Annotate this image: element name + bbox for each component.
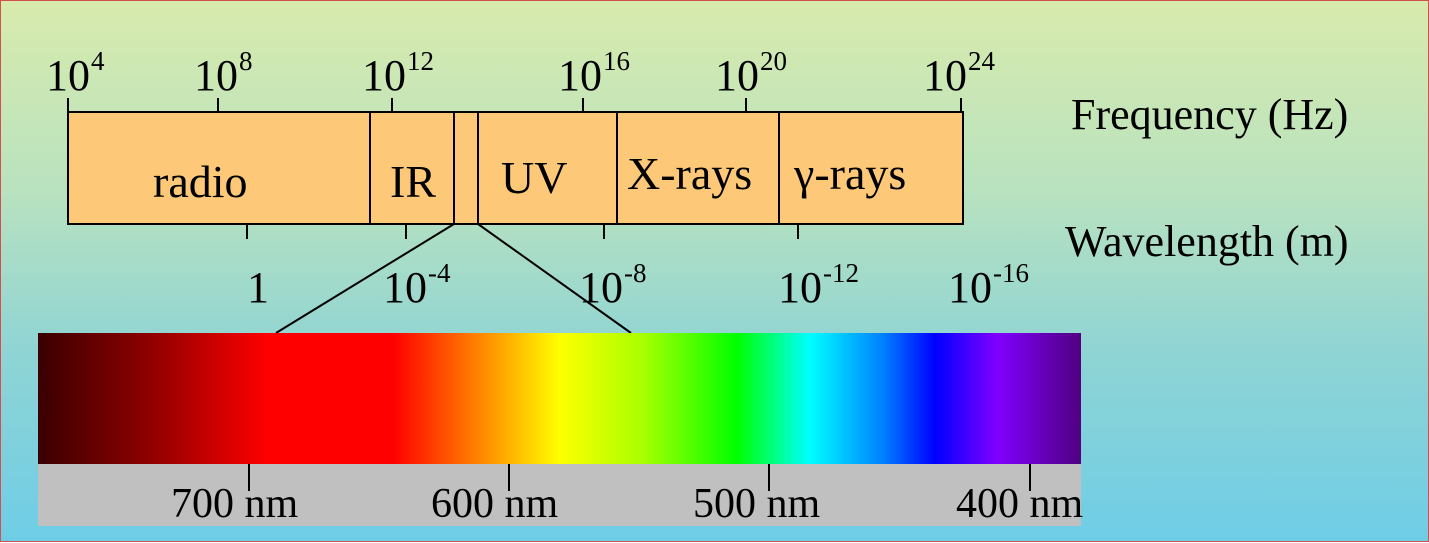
nm-tick-label: 400 nm [956,481,1084,527]
frequency-tick-label: 1016 [558,46,630,100]
nm-tick-label: 500 nm [693,481,821,527]
nm-tick-label: 700 nm [171,481,299,527]
wavelength-tick-label: 10-4 [383,258,451,312]
frequency-tick-label: 104 [46,46,105,100]
wavelength-tick-label: 10-8 [579,258,647,312]
nm-tick-label: 600 nm [431,481,559,527]
frequency-tick-label: 108 [194,46,253,100]
wavelength-tick-label: 10-12 [778,258,859,312]
band-label-uv: UV [501,152,568,203]
frequency-tick-label: 1024 [923,46,995,100]
band-label-ir: IR [390,156,436,207]
frequency-tick-label: 1012 [362,46,434,100]
zoom-line-right [477,223,632,334]
band-label-gamma: γ-rays [794,148,907,199]
zoom-line-left [275,223,455,334]
wavelength-tick-label: 10-16 [948,258,1029,312]
frequency-tick-label: 1020 [715,46,787,100]
frequency-axis-title: Frequency (Hz) [1071,90,1349,139]
visible-spectrum-gradient [38,333,1081,464]
band-bar [67,111,964,225]
wavelength-axis-title: Wavelength (m) [1065,217,1349,266]
nm-scale-bar [38,464,1081,526]
band-label-radio: radio [153,156,248,207]
wavelength-tick-label: 1 [247,263,269,312]
band-label-xrays: X-rays [627,148,753,199]
